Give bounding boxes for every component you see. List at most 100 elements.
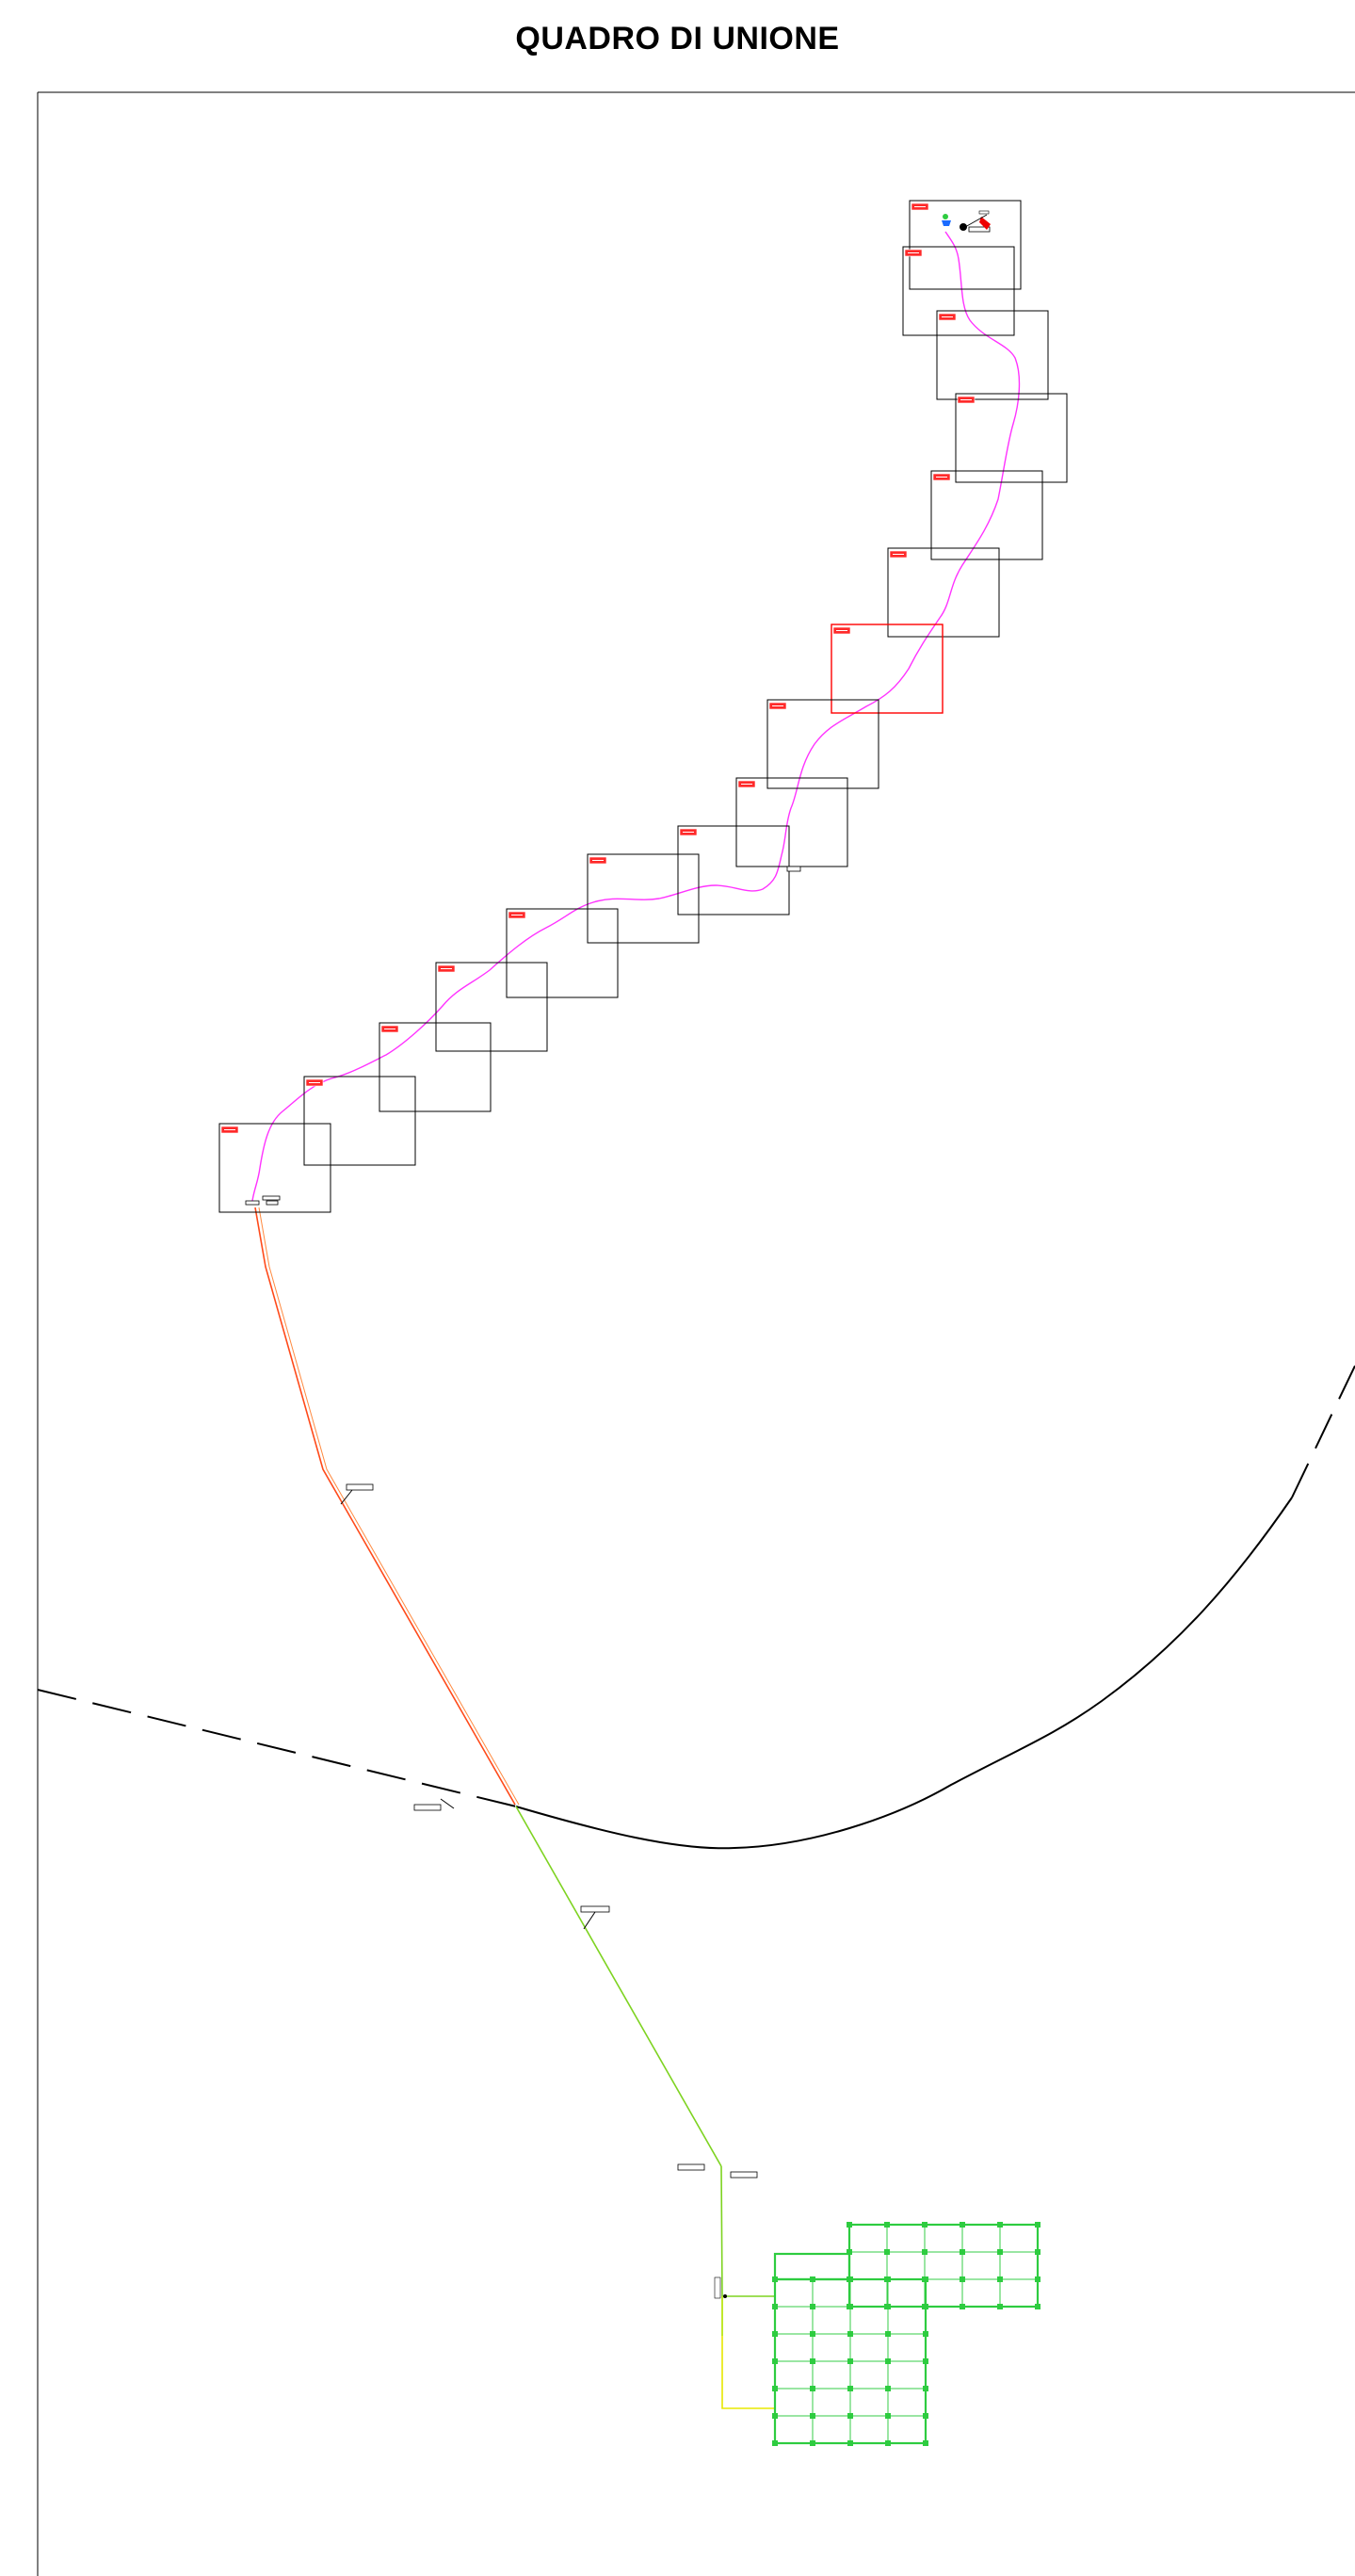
pv-field: [772, 2222, 1040, 2446]
substation-symbol: [942, 210, 991, 233]
pv-inverter-node: [847, 2440, 853, 2446]
pv-table: [774, 2306, 814, 2335]
sheet-tile[interactable]: [677, 825, 790, 915]
pv-table: [774, 2278, 814, 2308]
sheet-tiles: [218, 200, 1068, 1213]
pv-inverter-node: [997, 2222, 1003, 2228]
pv-inverter-node: [847, 2222, 852, 2228]
sheet-tile[interactable]: [831, 624, 944, 714]
pv-inverter-node: [847, 2249, 852, 2255]
pv-inverter-node: [847, 2358, 853, 2364]
pv-table: [887, 2360, 927, 2390]
boundary-curve: [515, 1497, 1293, 1850]
pv-table: [848, 2224, 888, 2253]
pv-table: [812, 2360, 851, 2390]
pv-inverter-node: [847, 2413, 853, 2419]
pv-table: [849, 2388, 889, 2417]
sheet-tile[interactable]: [735, 777, 848, 867]
pv-table: [961, 2224, 1001, 2253]
sheet-tile[interactable]: [902, 246, 1015, 336]
pv-inverter-node: [772, 2413, 778, 2419]
pv-table: [774, 2333, 814, 2362]
callout-tag: [340, 1483, 374, 1505]
pv-inverter-node: [885, 2413, 891, 2419]
pv-table: [924, 2251, 963, 2280]
pv-inverter-node: [997, 2276, 1003, 2282]
boundary-dashed-left: [37, 1689, 517, 1807]
pv-table: [849, 2415, 889, 2444]
pv-table: [849, 2360, 889, 2390]
vertical-tag: [714, 2276, 727, 2299]
pv-table: [774, 2360, 814, 2390]
sheet-tile[interactable]: [218, 1123, 331, 1213]
pv-table: [887, 2388, 927, 2417]
pv-inverter-node: [1035, 2276, 1040, 2282]
pv-table: [886, 2251, 926, 2280]
pv-inverter-node: [923, 2440, 928, 2446]
pv-inverter-node: [960, 2304, 965, 2309]
sheet-tile[interactable]: [930, 470, 1043, 560]
pv-table: [924, 2278, 963, 2308]
route-callouts: [245, 866, 801, 2299]
pv-inverter-node: [923, 2386, 928, 2391]
pv-inverter-node: [847, 2276, 853, 2282]
pv-table: [812, 2278, 851, 2308]
pv-inverter-node: [960, 2276, 965, 2282]
pv-table: [887, 2333, 927, 2362]
sheet-tile[interactable]: [303, 1076, 416, 1166]
pv-inverter-node: [810, 2276, 815, 2282]
callout-tag: [786, 866, 801, 872]
pv-inverter-node: [772, 2386, 778, 2391]
sheet-tile[interactable]: [955, 393, 1068, 483]
pv-table: [812, 2415, 851, 2444]
pv-block-connector: [773, 2252, 851, 2281]
pv-table: [999, 2251, 1039, 2280]
pv-inverter-node: [884, 2222, 890, 2228]
pv-inverter-node: [772, 2304, 778, 2309]
pv-inverter-node: [772, 2358, 778, 2364]
pv-table: [849, 2333, 889, 2362]
pv-inverter-node: [847, 2386, 853, 2391]
pv-inverter-node: [810, 2358, 815, 2364]
pv-inverter-node: [810, 2331, 815, 2337]
pv-table: [999, 2224, 1039, 2253]
sheet-tile[interactable]: [379, 1022, 492, 1112]
callout-tag: [677, 2163, 758, 2179]
pv-table: [812, 2388, 851, 2417]
sheet-tile[interactable]: [435, 962, 548, 1052]
pv-table: [886, 2224, 926, 2253]
pv-inverter-node: [772, 2276, 778, 2282]
pv-table: [812, 2306, 851, 2335]
pv-table: [924, 2224, 963, 2253]
pv-table: [849, 2278, 889, 2308]
pv-inverter-node: [1035, 2249, 1040, 2255]
pv-table: [849, 2306, 889, 2335]
pv-inverter-node: [960, 2222, 965, 2228]
pv-table: [886, 2278, 926, 2308]
pv-inverter-node: [810, 2386, 815, 2391]
pv-inverter-node: [847, 2331, 853, 2337]
pv-table: [961, 2278, 1001, 2308]
pv-inverter-node: [923, 2276, 928, 2282]
pv-inverter-node: [923, 2304, 928, 2309]
pv-inverter-node: [810, 2304, 815, 2309]
sheet-tile[interactable]: [766, 699, 879, 789]
pv-inverter-node: [922, 2222, 928, 2228]
pv-inverter-node: [885, 2276, 891, 2282]
pv-inverter-node: [847, 2304, 853, 2309]
sheet-tile[interactable]: [887, 547, 1000, 638]
pv-inverter-node: [1035, 2304, 1040, 2309]
pv-table: [999, 2278, 1039, 2308]
sheet-tile[interactable]: [936, 310, 1049, 400]
boundary-dashed-right: [1291, 1365, 1355, 1499]
sheet-tile[interactable]: [909, 200, 1022, 290]
pv-inverter-node: [997, 2249, 1003, 2255]
pv-inverter-node: [960, 2249, 965, 2255]
pv-inverter-node: [884, 2249, 890, 2255]
sheet-tile[interactable]: [506, 908, 619, 998]
pv-inverter-node: [885, 2440, 891, 2446]
sheet-tile[interactable]: [587, 853, 700, 944]
pv-inverter-node: [772, 2331, 778, 2337]
pv-table: [774, 2388, 814, 2417]
